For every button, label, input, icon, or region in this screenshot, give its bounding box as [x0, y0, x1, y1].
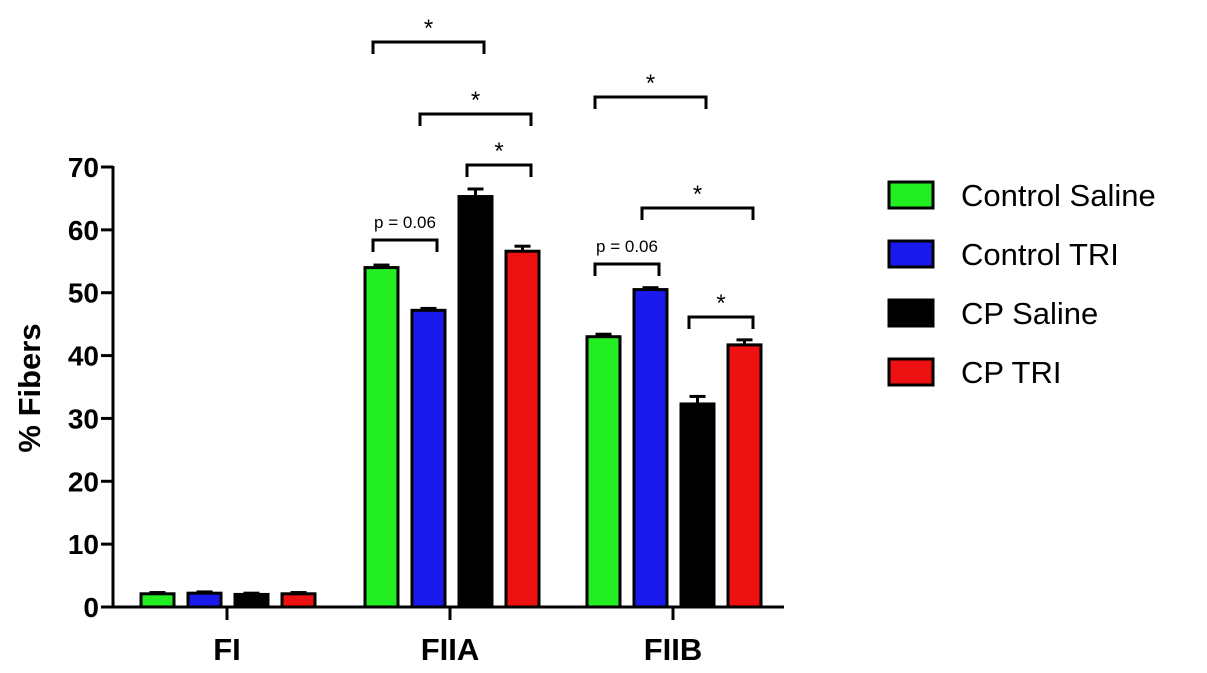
legend-swatch [887, 180, 935, 210]
bar-fi-control-saline [139, 592, 176, 609]
y-tick-label: 40 [68, 341, 99, 372]
legend-label: Control TRI [961, 237, 1119, 272]
significance-bracket [371, 238, 439, 252]
significance-label: * [716, 290, 725, 317]
significance-label: * [693, 181, 702, 208]
bar-fiib-control-saline [585, 335, 622, 609]
bar-fiia-control-saline [363, 266, 400, 609]
bar-fiib-control-tri [632, 288, 669, 609]
y-tick-label: 50 [68, 278, 99, 309]
significance-label: * [494, 138, 503, 165]
x-tick-label: FIIB [644, 632, 703, 667]
y-tick-label: 60 [68, 215, 99, 246]
significance-label: * [646, 70, 655, 97]
significance-bracket [640, 206, 755, 220]
y-tick-label: 20 [68, 466, 99, 497]
significance-label: p = 0.06 [374, 213, 436, 232]
significance-bracket [371, 40, 486, 54]
significance-label: * [424, 15, 433, 42]
bar-fiia-cp-tri [504, 249, 541, 609]
significance-bracket [465, 163, 533, 177]
legend-label: CP Saline [961, 296, 1098, 331]
bar-fiib-cp-saline [679, 402, 716, 609]
y-tick-label: 30 [68, 403, 99, 434]
error-bars-layer [149, 187, 753, 595]
bar-fi-cp-saline [233, 592, 270, 609]
legend-label: Control Saline [961, 178, 1156, 213]
bar-fi-control-tri [186, 591, 223, 609]
significance-bracket [418, 112, 533, 126]
bar-fiia-control-tri [410, 308, 447, 609]
axes-layer: 0 10 20 30 40 50 60 70 FI FIIA FIIB [68, 152, 784, 667]
legend-label: CP TRI [961, 355, 1062, 390]
annotations-layer: * * * p = 0.06 * * * p = 0.06 [371, 15, 755, 329]
y-axis-label: % Fibers [12, 323, 47, 452]
y-tick-label: 10 [68, 529, 99, 560]
bars-layer [139, 195, 763, 609]
legend: Control Saline Control TRI CP Saline CP TRI [887, 178, 1156, 390]
legend-swatch [887, 239, 935, 269]
significance-bracket [593, 95, 708, 109]
bar-fiib-cp-tri [726, 343, 763, 609]
x-tick-label: FIIA [421, 632, 480, 667]
significance-label: p = 0.06 [596, 237, 658, 256]
y-tick-label: 70 [68, 152, 99, 183]
x-tick-label: FI [213, 632, 241, 667]
legend-swatch [887, 298, 935, 328]
significance-label: * [471, 87, 480, 114]
significance-bracket [593, 262, 661, 276]
bar-fi-cp-tri [280, 592, 317, 609]
significance-bracket [687, 315, 755, 329]
legend-swatch [887, 357, 935, 387]
y-tick-label: 0 [83, 592, 99, 623]
bar-fiia-cp-saline [457, 195, 494, 609]
